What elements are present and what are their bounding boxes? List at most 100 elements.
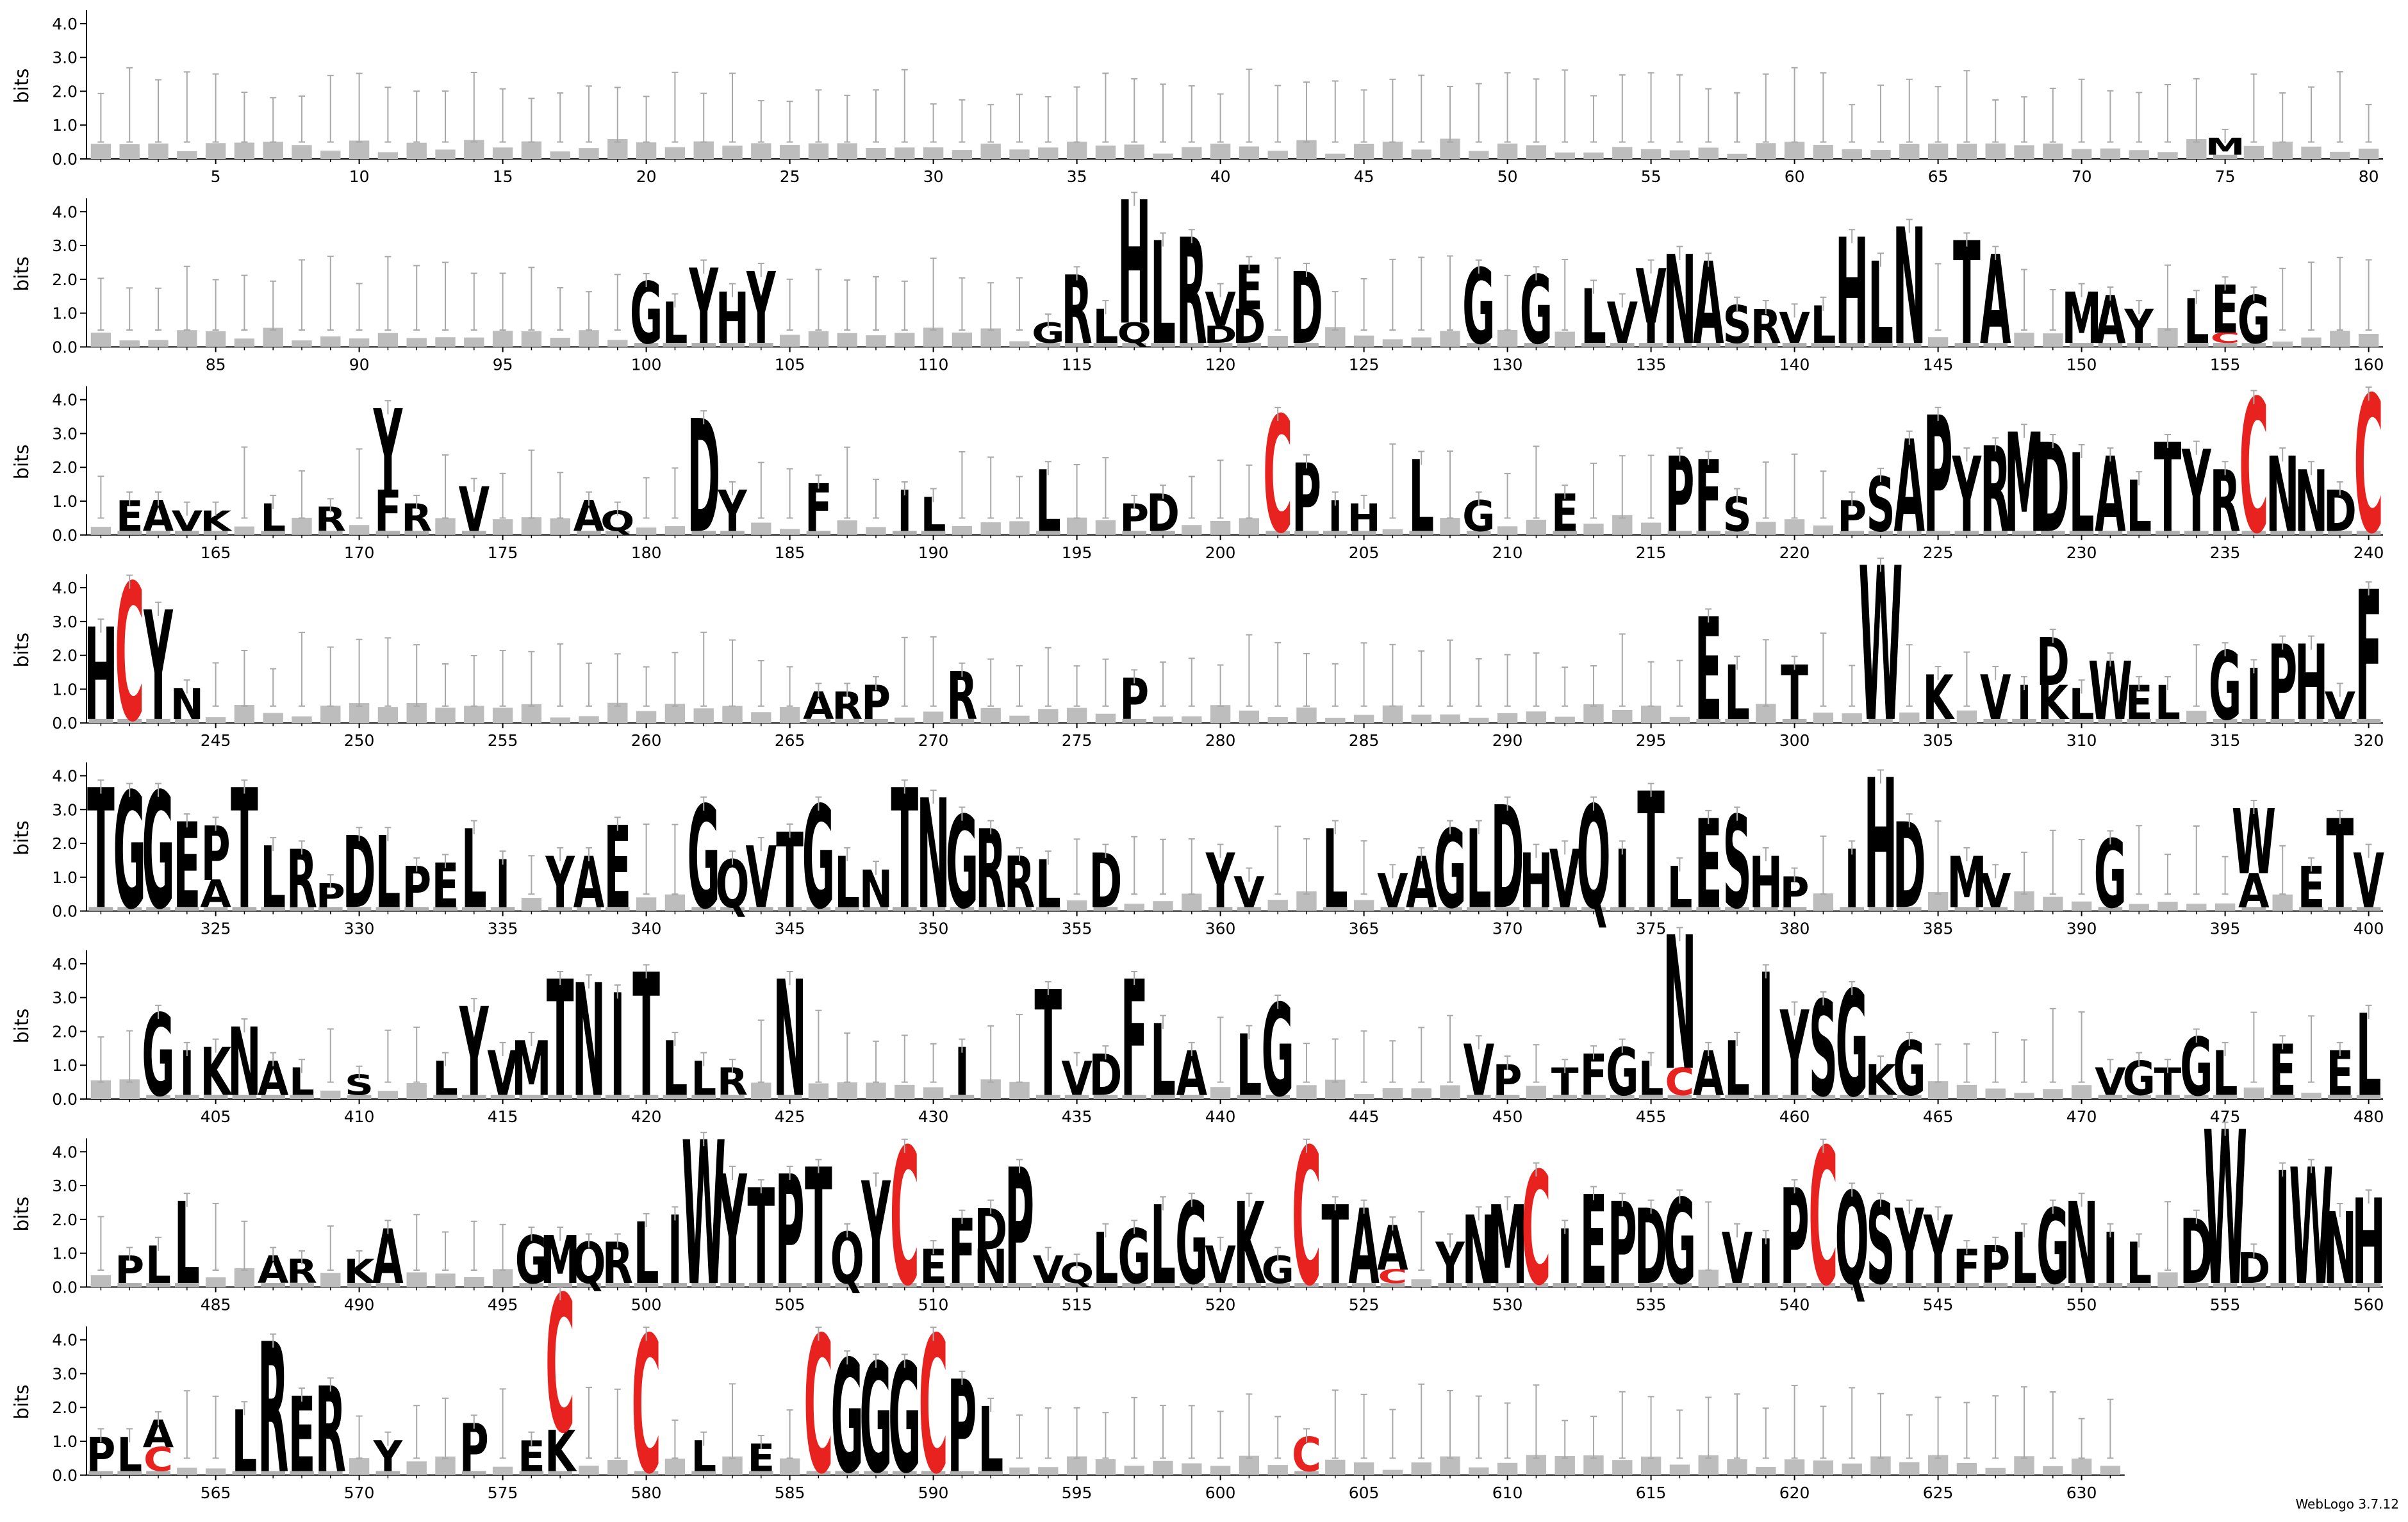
- background-letters: [234, 1268, 255, 1287]
- background-letters: [720, 1095, 745, 1099]
- background-letters: [1466, 1095, 1491, 1099]
- background-letters: [837, 1082, 857, 1099]
- background-letters: [1182, 893, 1202, 911]
- background-letters: [2157, 327, 2178, 347]
- background-letters: [119, 340, 140, 347]
- background-letters: [978, 1283, 1003, 1287]
- x-tick-label: 185: [775, 543, 805, 562]
- background-letters: [1956, 1462, 1977, 1475]
- background-letters: [1382, 339, 1403, 347]
- background-letters: [923, 711, 944, 724]
- background-letters: [1813, 525, 1834, 535]
- x-tick-label: 515: [1062, 1295, 1093, 1314]
- background-letters: [435, 1456, 456, 1475]
- background-letters: [779, 145, 800, 159]
- background-letters: [1007, 907, 1032, 911]
- background-letters: [174, 1095, 199, 1099]
- background-letters: [978, 907, 1003, 911]
- background-letters: [952, 525, 973, 535]
- background-letters: [492, 331, 513, 347]
- background-letters: [263, 327, 283, 347]
- background-letters: [1411, 1279, 1431, 1287]
- y-tick-label: 3.0: [52, 49, 78, 67]
- background-letters: [1840, 1283, 1865, 1287]
- background-letters: [1640, 706, 1662, 724]
- background-letters: [2213, 1095, 2238, 1099]
- background-letters: [349, 140, 370, 159]
- background-letters: [722, 1456, 743, 1475]
- background-letters: [174, 718, 199, 724]
- background-letters: [779, 707, 800, 724]
- background-letters: [1753, 1283, 1778, 1287]
- background-letters: [1009, 1082, 1030, 1099]
- background-letters: [691, 343, 716, 347]
- y-tick-label: 0.0: [52, 338, 78, 356]
- background-letters: [2356, 531, 2381, 535]
- x-tick-label: 285: [1349, 731, 1380, 750]
- background-letters: [205, 143, 226, 159]
- background-letters: [748, 1283, 773, 1287]
- background-letters: [1640, 1456, 1662, 1475]
- y-tick-label: 0.0: [52, 1278, 78, 1296]
- x-tick-label: 435: [1062, 1107, 1093, 1126]
- background-letters: [492, 147, 513, 159]
- background-letters: [1868, 1283, 1893, 1287]
- y-axis-label: bits: [11, 1384, 33, 1419]
- background-letters: [2127, 531, 2152, 535]
- y-tick-label: 2.0: [52, 647, 78, 665]
- background-letters: [892, 1283, 917, 1287]
- background-letters: [205, 1468, 226, 1475]
- background-letters: [1466, 343, 1491, 347]
- y-tick-label: 2.0: [52, 1398, 78, 1417]
- residue-letter: I: [2247, 654, 2261, 736]
- x-tick-label: 590: [918, 1484, 949, 1502]
- background-letters: [1897, 907, 1922, 911]
- background-letters: [375, 907, 400, 911]
- background-letters: [1153, 901, 1173, 911]
- background-letters: [435, 337, 456, 347]
- background-letters: [1638, 907, 1663, 911]
- background-letters: [1210, 520, 1231, 535]
- background-letters: [2014, 333, 2034, 347]
- background-letters: [1526, 1086, 1547, 1099]
- background-letters: [146, 907, 170, 911]
- background-letters: [921, 907, 946, 911]
- y-axis-label: bits: [11, 69, 33, 104]
- background-letters: [1469, 151, 1489, 159]
- x-tick-label: 140: [1779, 355, 1810, 374]
- x-tick-label: 380: [1779, 920, 1810, 938]
- background-letters: [1669, 716, 1690, 724]
- x-tick-label: 415: [488, 1107, 518, 1126]
- background-letters: [548, 1283, 573, 1287]
- background-letters: [117, 1471, 142, 1475]
- background-letters: [117, 718, 142, 724]
- background-letters: [1122, 343, 1147, 347]
- background-letters: [1811, 1283, 1836, 1287]
- background-letters: [1840, 531, 1865, 535]
- background-letters: [2358, 148, 2379, 159]
- background-letters: [1696, 343, 1721, 347]
- background-letters: [2213, 1283, 2238, 1287]
- background-letters: [1638, 1095, 1663, 1099]
- residue-letter: I: [1328, 492, 1342, 542]
- background-letters: [2012, 531, 2036, 535]
- background-letters: [177, 1468, 197, 1475]
- x-tick-label: 95: [493, 355, 513, 374]
- background-letters: [1899, 712, 1920, 724]
- x-tick-label: 45: [1354, 167, 1374, 186]
- background-letters: [1323, 1283, 1348, 1287]
- x-tick-label: 55: [1641, 167, 1662, 186]
- background-letters: [1382, 1088, 1403, 1099]
- background-letters: [461, 1471, 486, 1475]
- background-letters: [1696, 907, 1721, 911]
- background-letters: [1267, 1465, 1288, 1475]
- background-letters: [261, 1095, 286, 1099]
- x-tick-label: 315: [2210, 731, 2241, 750]
- background-letters: [464, 706, 484, 724]
- background-letters: [548, 907, 573, 911]
- background-letters: [1353, 1462, 1374, 1475]
- x-tick-label: 340: [631, 920, 662, 938]
- background-letters: [1237, 1283, 1262, 1287]
- background-letters: [548, 1095, 573, 1099]
- background-letters: [2157, 902, 2178, 911]
